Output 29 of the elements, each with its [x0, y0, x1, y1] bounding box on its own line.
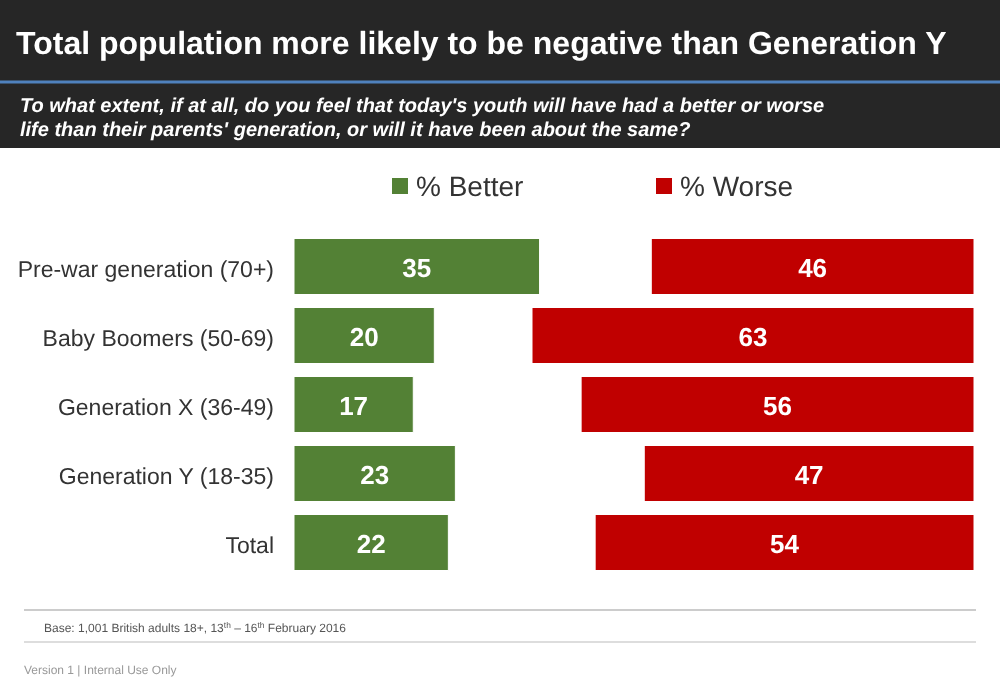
data-label: 63 — [738, 321, 768, 352]
data-label: 46 — [798, 252, 828, 283]
bar — [293, 307, 435, 364]
y-tick-label: Pre-war generation (70+) — [17, 258, 275, 283]
data-label: 20 — [349, 321, 379, 352]
chart-subtitle: To what extent, if at all, do you feel that today's youth will have had a better or worse life than their parents' generation, or will it have been about the same? — [20, 96, 826, 142]
data-label: 35 — [402, 252, 432, 283]
data-label: 54 — [770, 528, 801, 559]
bar — [293, 238, 541, 295]
bar — [531, 307, 975, 364]
bar — [293, 376, 414, 433]
data-label: 17 — [339, 390, 369, 421]
y-tick-label: Total — [225, 534, 274, 559]
y-tick-label: Generation Y (18-35) — [58, 465, 275, 490]
bar — [293, 514, 449, 571]
bar — [650, 238, 975, 295]
y-tick-label: Generation X (36-49) — [57, 396, 275, 421]
data-label: 56 — [763, 390, 793, 421]
data-label: 23 — [360, 459, 390, 490]
bar — [580, 376, 975, 433]
bar — [643, 445, 975, 502]
chart-title: Total population more likely to be negative than Generation Y — [16, 28, 948, 62]
bar — [293, 445, 456, 502]
data-label: 22 — [356, 528, 386, 559]
series-label: % Worse — [680, 170, 794, 202]
series-label: % Better — [416, 170, 525, 202]
data-label: 47 — [794, 459, 824, 490]
y-tick-label: Baby Boomers (50-69) — [42, 327, 275, 352]
bar — [594, 514, 975, 571]
